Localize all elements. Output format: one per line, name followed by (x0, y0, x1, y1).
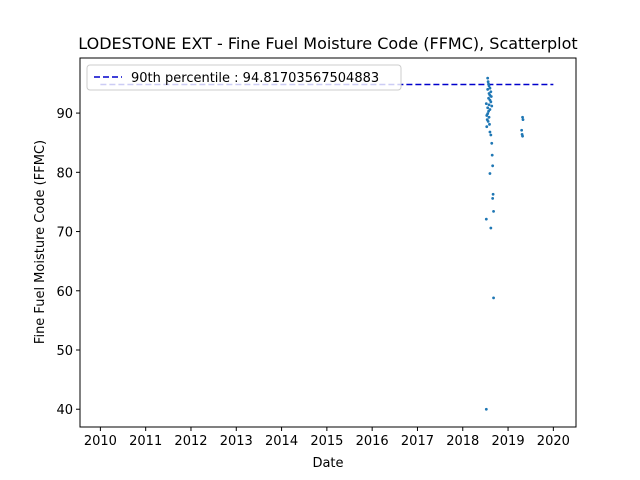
plot-area (100, 76, 554, 411)
data-point (490, 153, 494, 157)
data-point (485, 125, 489, 129)
data-point (491, 196, 495, 200)
x-tick-label: 2015 (310, 434, 343, 449)
data-point (490, 104, 494, 108)
data-point (488, 130, 492, 134)
data-point (486, 119, 490, 123)
data-point (487, 109, 490, 113)
y-tick-label: 60 (56, 285, 73, 300)
y-tick-label: 90 (56, 107, 73, 122)
data-point (488, 86, 492, 90)
data-point (487, 115, 491, 119)
data-point (489, 100, 493, 104)
data-point (489, 133, 493, 137)
data-point (484, 407, 488, 411)
data-point (491, 192, 495, 196)
y-axis-label: Fine Fuel Moisture Code (FFMC) (33, 140, 48, 344)
data-point (486, 106, 490, 110)
data-point (486, 80, 490, 84)
x-tick-label: 2010 (84, 434, 117, 449)
x-tick-label: 2020 (537, 434, 570, 449)
data-point (486, 87, 490, 91)
data-point (484, 102, 488, 106)
data-point (487, 103, 491, 107)
data-point (484, 217, 488, 221)
data-point (489, 226, 493, 230)
x-tick-label: 2012 (174, 434, 207, 449)
y-tick-label: 70 (56, 226, 73, 241)
data-point (488, 122, 491, 126)
data-point (489, 90, 493, 94)
data-point (490, 141, 494, 145)
chart-title: LODESTONE EXT - Fine Fuel Moisture Code … (78, 34, 577, 53)
data-point (521, 118, 525, 121)
data-point (492, 296, 495, 300)
data-point (520, 128, 524, 132)
legend: 90th percentile : 94.81703567504883 (86, 64, 402, 91)
y-tick-label: 80 (56, 166, 73, 181)
legend-label-90th-percentile: 90th percentile : 94.81703567504883 (131, 71, 379, 86)
y-tick-label: 40 (56, 403, 73, 418)
data-point (487, 84, 491, 88)
data-point (492, 210, 495, 213)
legend-box (86, 64, 402, 91)
data-point (489, 95, 493, 98)
data-point (521, 134, 524, 138)
x-tick-label: 2019 (492, 434, 525, 449)
x-tick-label: 2018 (446, 434, 479, 449)
x-tick-label: 2014 (265, 434, 298, 449)
x-tick-label: 2017 (401, 434, 434, 449)
x-tick-label: 2013 (220, 434, 253, 449)
data-point (486, 76, 490, 80)
y-tick-label: 50 (56, 344, 73, 359)
axes-frame (79, 57, 577, 428)
x-tick-label: 2011 (129, 434, 162, 449)
data-point (485, 114, 489, 117)
x-axis-label: Date (312, 456, 343, 471)
data-point (488, 172, 492, 175)
x-axis: 2010 2011 2012 2013 2014 2015 2016 2017 2018 2019… (84, 427, 570, 449)
data-point (521, 115, 524, 119)
data-point (491, 164, 495, 168)
y-axis: 40 50 60 70 80 90 (56, 107, 80, 418)
x-tick-label: 2016 (356, 434, 389, 449)
